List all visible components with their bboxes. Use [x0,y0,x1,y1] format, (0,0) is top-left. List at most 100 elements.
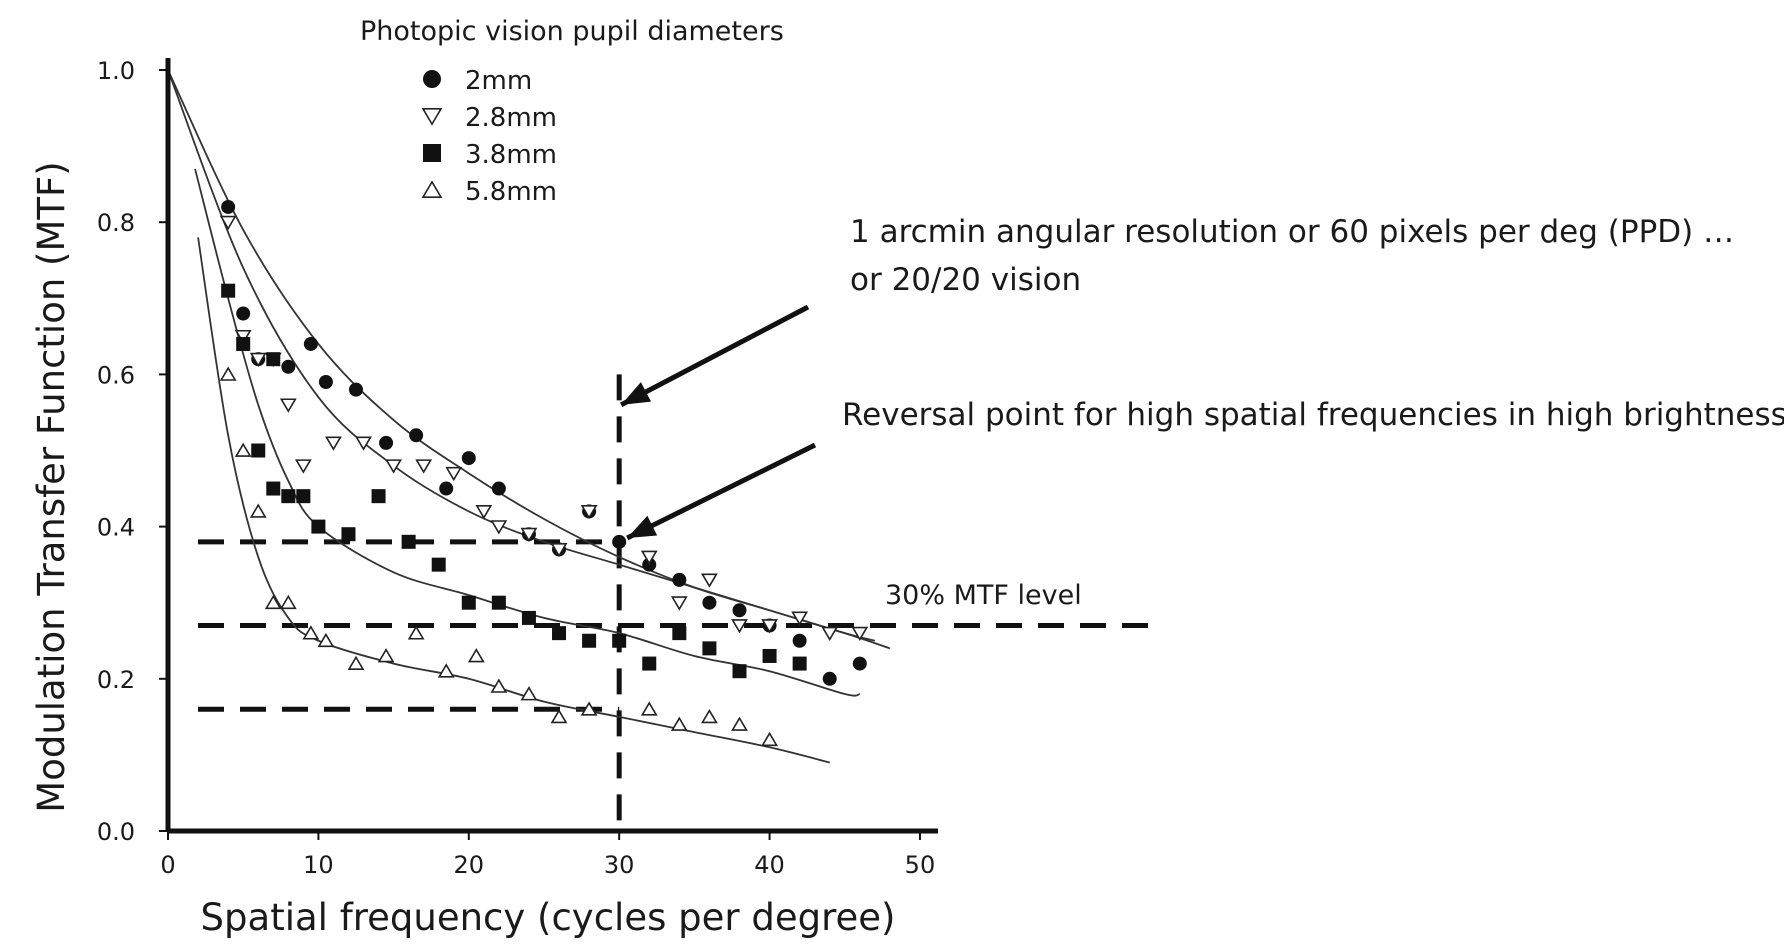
fit-curve-5.8mm [197,237,830,764]
data-points-layer [219,199,869,747]
point-3.8mm-17 [612,633,627,648]
point-2.8mm-8 [385,459,402,474]
fit-curves-layer [167,69,891,764]
point-2.8mm-7 [355,436,372,451]
point-3.8mm-12 [461,595,476,610]
point-2mm-4 [303,336,318,351]
point-2mm-18 [702,595,717,610]
point-2mm-10 [461,451,476,466]
legend-label-5.8mm: 5.8mm [465,177,557,207]
x-tick-label-30: 30 [604,851,635,879]
annotation-arrows [620,304,817,541]
x-tick-label-50: 50 [905,851,936,879]
legend-marker-5.8mm [421,180,443,198]
point-2.8mm-19 [731,619,748,634]
annotation-arcmin-line1: 1 arcmin angular resolution or 60 pixels… [850,214,1734,250]
legend-title: Photopic vision pupil diameters [360,16,784,47]
point-3.8mm-20 [702,641,717,656]
point-2mm-6 [348,382,363,397]
point-2mm-22 [822,671,837,686]
point-5.8mm-12 [490,678,508,693]
point-2.8mm-21 [791,611,809,626]
annotation-reversal: Reversal point for high spatial frequenc… [842,397,1784,433]
annotation-arcmin-line2: or 20/20 vision [850,262,1081,298]
point-5.8mm-5 [302,625,320,640]
point-3.8mm-11 [431,557,446,572]
point-2.8mm-12 [490,520,508,535]
point-2mm-9 [439,481,454,496]
point-2.8mm-14 [550,543,568,558]
legend-marker-2mm [423,70,441,88]
point-5.8mm-15 [580,701,598,716]
fit-curve-3.8mm [194,168,860,697]
point-5.8mm-8 [377,648,395,663]
point-3.8mm-1 [236,336,251,351]
legend-label-3.8mm: 3.8mm [465,140,557,170]
point-3.8mm-14 [521,610,536,625]
ticks-layer: 0 10 20 30 40 50 0.0 0.2 0.4 0.6 0.8 1.0 [97,57,935,879]
point-3.8mm-2 [251,443,266,458]
point-5.8mm-10 [437,663,455,678]
legend-label-2mm: 2mm [465,66,532,96]
point-3.8mm-16 [582,633,597,648]
point-3.8mm-18 [642,656,657,671]
point-2.8mm-0 [219,215,237,231]
point-3.8mm-8 [341,527,356,542]
y-tick-label-1: 1.0 [97,57,135,85]
annotation-mtf-level: 30% MTF level [885,580,1082,611]
legend: Photopic vision pupil diameters 2mm 2.8mm… [360,16,784,207]
y-tick-label-0.6: 0.6 [97,361,135,389]
arrow-reversal [626,442,817,541]
y-tick-label-0.8: 0.8 [97,209,135,237]
x-tick-label-20: 20 [454,851,485,879]
point-2.8mm-10 [445,466,463,482]
point-5.8mm-17 [670,716,688,731]
point-5.8mm-7 [347,655,365,670]
point-2mm-19 [732,603,747,618]
axes-layer [165,58,938,834]
point-5.8mm-19 [731,716,748,731]
point-5.8mm-1 [234,442,252,457]
point-2.8mm-22 [821,626,839,642]
point-3.8mm-19 [672,626,687,641]
y-tick-label-0.4: 0.4 [97,514,135,542]
x-tick-label-0: 0 [160,851,175,879]
point-2mm-21 [792,633,807,648]
point-2.8mm-20 [761,619,778,634]
point-3.8mm-10 [401,534,416,549]
point-2mm-7 [379,435,394,450]
point-3.8mm-5 [281,489,296,504]
x-tick-label-10: 10 [303,851,334,879]
point-5.8mm-4 [279,594,297,610]
point-2.8mm-11 [475,504,493,520]
point-2.8mm-1 [234,329,252,345]
arrow-arcmin-head [621,382,652,405]
point-2.8mm-6 [325,436,342,451]
point-5.8mm-6 [317,632,335,648]
point-3.8mm-23 [792,656,807,671]
point-3.8mm-0 [221,283,236,298]
legend-marker-2.8mm [421,108,443,126]
point-2.8mm-16 [640,550,658,565]
point-3.8mm-9 [371,489,386,504]
point-3.8mm-7 [311,519,326,534]
point-2mm-1 [236,306,251,321]
point-5.8mm-9 [407,625,425,640]
point-2mm-5 [318,375,333,390]
point-3.8mm-21 [732,664,747,679]
point-5.8mm-3 [264,594,282,610]
point-5.8mm-0 [219,366,237,381]
point-3.8mm-13 [491,595,506,610]
annotations-layer: 1 arcmin angular resolution or 60 pixels… [620,214,1784,611]
point-2.8mm-17 [670,596,688,611]
arrow-arcmin [620,304,810,408]
point-3.8mm-3 [266,352,281,367]
point-2.8mm-13 [520,527,538,543]
point-2.8mm-2 [249,352,267,368]
point-5.8mm-13 [520,686,538,701]
point-2.8mm-5 [294,459,312,474]
point-2mm-11 [491,481,506,496]
point-5.8mm-20 [761,731,778,747]
